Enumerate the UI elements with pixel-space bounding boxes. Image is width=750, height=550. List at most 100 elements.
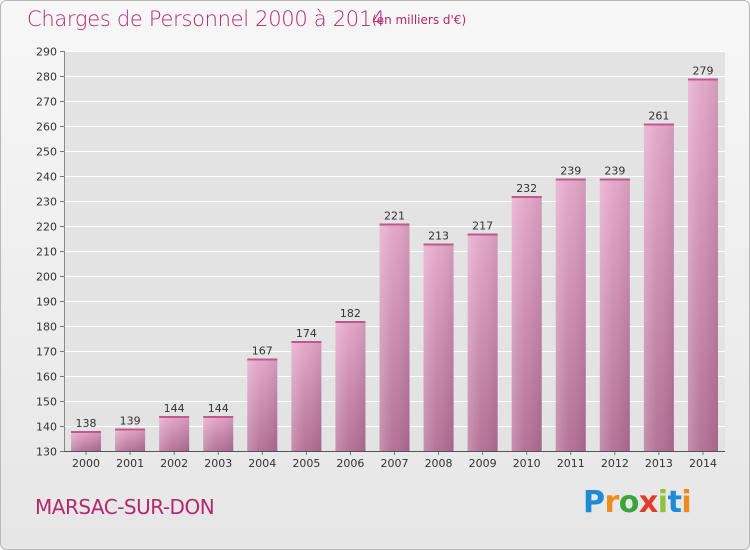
bar-shine (335, 321, 366, 451)
bar-shine (511, 196, 542, 451)
logo-letter: i (657, 485, 668, 520)
value-label: 144 (208, 402, 229, 415)
logo-letter: P (583, 485, 605, 520)
y-tick-label: 280 (36, 71, 57, 84)
bar-top-edge (423, 243, 454, 246)
y-tick-label: 250 (36, 146, 57, 159)
x-axis-labels: 2000 2001 2002 2003 2004 2005 2006 2007 2008 2009… (72, 451, 717, 470)
bar-top-edge (247, 358, 278, 361)
x-tick-label: 2008 (425, 457, 453, 470)
y-tick-label: 230 (36, 196, 57, 209)
y-tick-label: 150 (36, 396, 57, 409)
y-tick-label: 180 (36, 321, 57, 334)
y-tick-label: 220 (36, 221, 57, 234)
bar-top-edge (599, 178, 630, 181)
x-tick-label: 2004 (248, 457, 276, 470)
bar-2004 (247, 358, 278, 451)
bar-2003 (203, 416, 234, 451)
x-tick-label: 2014 (689, 457, 717, 470)
bar-shine (71, 431, 102, 451)
x-tick-label: 2001 (116, 457, 144, 470)
y-tick-label: 270 (36, 96, 57, 109)
logo-letter: r (604, 485, 620, 520)
bar-shine (203, 416, 234, 451)
value-label: 174 (296, 327, 317, 340)
y-tick-label: 140 (36, 421, 57, 434)
bars (71, 78, 718, 451)
bar-2012 (599, 178, 630, 451)
logo-letter: o (618, 485, 640, 520)
bar-shine (555, 178, 586, 451)
value-label: 232 (516, 182, 537, 195)
bar-2014 (687, 78, 718, 451)
x-tick-label: 2009 (469, 457, 497, 470)
bar-top-edge (291, 341, 322, 343)
x-tick-label: 2002 (160, 457, 188, 470)
value-label: 239 (604, 165, 625, 178)
x-tick-label: 2005 (292, 457, 320, 470)
bar-top-edge (203, 416, 234, 418)
value-label: 167 (252, 345, 273, 358)
bar-2011 (555, 178, 586, 451)
bar-2002 (159, 416, 190, 451)
bar-2001 (115, 428, 146, 451)
logo-letter: x (638, 485, 658, 520)
bar-shine (599, 178, 630, 451)
bar-shine (687, 78, 718, 451)
logo-letter: i (681, 485, 692, 520)
x-tick-label: 2003 (204, 457, 232, 470)
bar-2013 (643, 123, 674, 451)
bar-top-edge (687, 78, 718, 81)
bar-top-edge (643, 123, 674, 126)
bar-top-edge (511, 196, 542, 198)
bar-2000 (71, 431, 102, 451)
value-label: 139 (120, 415, 141, 428)
value-labels: 138 139 144 144 167 174 182 221 213 217 232 239 239 2… (76, 65, 714, 431)
value-label: 182 (340, 307, 361, 320)
x-tick-label: 2010 (513, 457, 541, 470)
bar-top-edge (71, 431, 102, 433)
bar-shine (115, 428, 146, 451)
y-tick-label: 210 (36, 246, 57, 259)
bar-top-edge (467, 233, 498, 236)
bar-top-edge (335, 321, 366, 323)
bar-2005 (291, 341, 322, 451)
bar-2008 (423, 243, 454, 451)
y-tick-label: 170 (36, 346, 57, 359)
bar-top-edge (115, 428, 146, 431)
bar-shine (247, 358, 278, 451)
proxiti-logo: Proxiti (583, 485, 692, 520)
y-tick-label: 200 (36, 271, 57, 284)
bar-shine (467, 233, 498, 451)
value-label: 144 (164, 402, 185, 415)
x-tick-label: 2012 (601, 457, 629, 470)
value-label: 221 (384, 210, 405, 223)
x-tick-label: 2006 (336, 457, 364, 470)
bar-2009 (467, 233, 498, 451)
place-name: MARSAC-SUR-DON (35, 495, 215, 519)
bar-top-edge (159, 416, 190, 418)
bar-2006 (335, 321, 366, 451)
bar-shine (643, 123, 674, 451)
chart-subtitle: (en milliers d'€) (372, 13, 467, 27)
y-tick-label: 260 (36, 121, 57, 134)
bar-shine (423, 243, 454, 451)
bar-2007 (379, 223, 410, 451)
y-tick-label: 240 (36, 171, 57, 184)
x-tick-label: 2007 (381, 457, 409, 470)
bar-shine (159, 416, 190, 451)
value-label: 279 (692, 65, 713, 78)
x-tick-label: 2000 (72, 457, 100, 470)
y-tick-label: 190 (36, 296, 57, 309)
x-tick-label: 2011 (557, 457, 585, 470)
chart-title: Charges de Personnel 2000 à 2014 (27, 7, 385, 31)
value-label: 138 (76, 417, 97, 430)
value-label: 217 (472, 220, 493, 233)
value-label: 239 (560, 165, 581, 178)
bar-shine (291, 341, 322, 451)
y-axis-labels: 130 140 150 160 170 180 190 200 210 220 230 240 250 2… (36, 46, 57, 459)
bar-2010 (511, 196, 542, 451)
bar-shine (379, 223, 410, 451)
value-label: 213 (428, 230, 449, 243)
